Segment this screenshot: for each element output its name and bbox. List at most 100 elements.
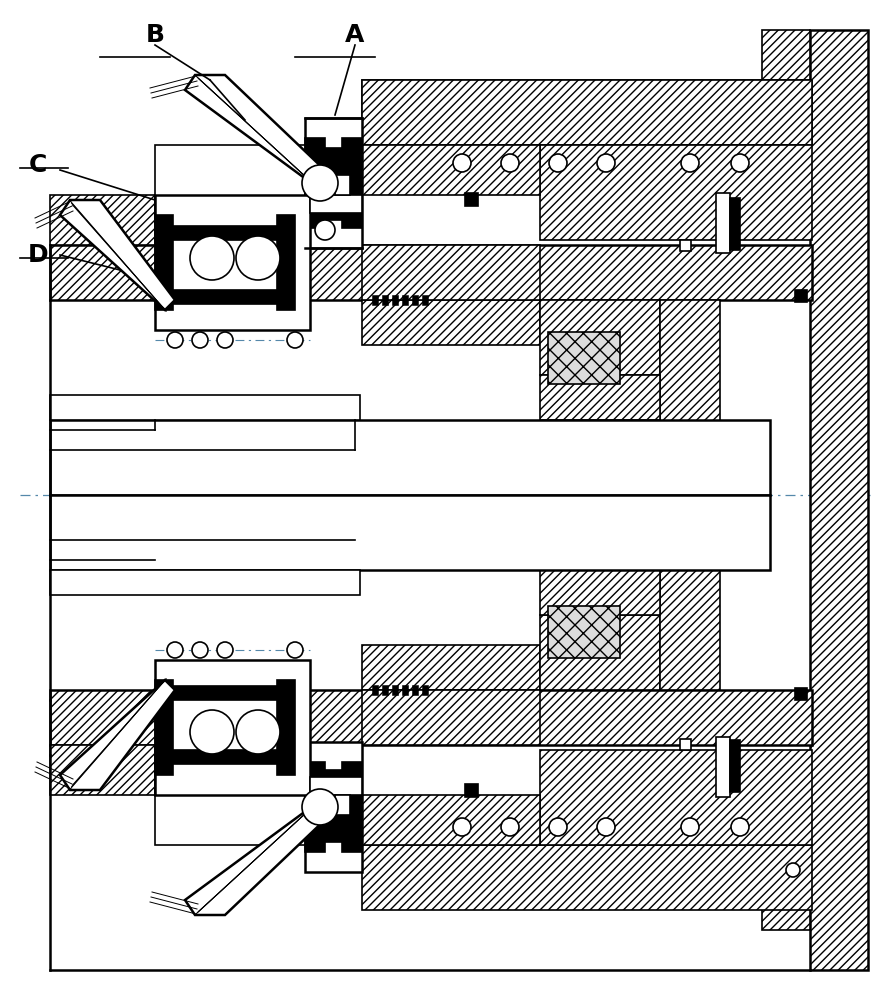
Bar xyxy=(173,750,277,764)
Circle shape xyxy=(549,154,567,172)
Bar xyxy=(465,193,478,206)
Bar xyxy=(155,145,362,245)
Bar xyxy=(50,745,155,795)
Bar xyxy=(795,290,807,302)
Circle shape xyxy=(217,332,233,348)
Bar xyxy=(660,300,720,430)
Bar xyxy=(310,195,362,213)
Bar xyxy=(680,739,691,750)
Polygon shape xyxy=(185,802,330,915)
Bar xyxy=(540,750,812,845)
Bar xyxy=(325,148,342,220)
Bar xyxy=(310,777,362,795)
Bar xyxy=(548,332,620,384)
Bar xyxy=(277,680,295,775)
Circle shape xyxy=(190,236,234,280)
Bar xyxy=(392,685,398,695)
Bar xyxy=(730,740,740,792)
Bar xyxy=(680,240,691,251)
Bar xyxy=(465,784,478,797)
Bar xyxy=(362,645,540,690)
Bar xyxy=(305,138,325,228)
Circle shape xyxy=(287,332,303,348)
Bar xyxy=(335,795,350,815)
Text: B: B xyxy=(146,23,164,47)
Bar xyxy=(362,690,540,745)
Circle shape xyxy=(192,642,208,658)
Bar xyxy=(392,295,398,305)
Circle shape xyxy=(190,710,234,754)
Circle shape xyxy=(786,863,800,877)
Text: C: C xyxy=(29,153,47,177)
Bar xyxy=(173,290,277,304)
Polygon shape xyxy=(60,200,175,310)
Circle shape xyxy=(501,818,519,836)
Polygon shape xyxy=(185,75,330,188)
Bar xyxy=(810,30,868,970)
Circle shape xyxy=(236,710,280,754)
Bar xyxy=(716,193,730,253)
Circle shape xyxy=(167,332,183,348)
Circle shape xyxy=(731,154,749,172)
Bar xyxy=(412,685,418,695)
Bar xyxy=(372,295,378,305)
Bar xyxy=(660,560,720,690)
Bar xyxy=(716,737,730,797)
Bar xyxy=(173,686,277,700)
Circle shape xyxy=(302,165,338,201)
Bar xyxy=(155,745,362,845)
Bar xyxy=(402,685,408,695)
Bar xyxy=(422,295,428,305)
Bar xyxy=(305,742,362,872)
Bar xyxy=(155,195,310,330)
Bar xyxy=(50,395,360,420)
Circle shape xyxy=(731,818,749,836)
Bar xyxy=(382,685,388,695)
Circle shape xyxy=(217,642,233,658)
Text: A: A xyxy=(345,23,365,47)
Circle shape xyxy=(302,789,338,825)
Bar xyxy=(362,80,812,145)
Bar xyxy=(540,375,660,420)
Bar xyxy=(305,762,325,852)
Bar xyxy=(762,30,810,130)
Circle shape xyxy=(597,818,615,836)
Bar xyxy=(50,195,155,245)
Circle shape xyxy=(236,236,280,280)
Circle shape xyxy=(681,818,699,836)
Bar xyxy=(362,245,540,300)
Bar xyxy=(155,680,173,775)
Bar xyxy=(362,80,812,145)
Bar xyxy=(335,175,350,195)
Bar xyxy=(362,300,540,345)
Bar xyxy=(342,762,362,852)
Bar xyxy=(730,198,740,250)
Bar xyxy=(342,138,362,228)
Circle shape xyxy=(597,154,615,172)
Bar xyxy=(548,606,620,658)
Text: D: D xyxy=(27,243,49,267)
Bar xyxy=(540,615,660,690)
Bar xyxy=(50,420,770,495)
Circle shape xyxy=(287,642,303,658)
Circle shape xyxy=(453,154,471,172)
Bar xyxy=(540,145,812,240)
Bar xyxy=(50,570,360,595)
Bar xyxy=(540,570,660,615)
Bar xyxy=(155,195,360,245)
Bar xyxy=(155,660,310,795)
Circle shape xyxy=(681,154,699,172)
Bar xyxy=(155,215,173,310)
Bar xyxy=(412,295,418,305)
Bar xyxy=(155,745,360,795)
Bar xyxy=(762,870,810,930)
Bar xyxy=(362,795,540,845)
Bar xyxy=(50,495,770,570)
Bar xyxy=(173,226,277,240)
Circle shape xyxy=(167,642,183,658)
Bar xyxy=(402,295,408,305)
Bar xyxy=(362,145,540,195)
Polygon shape xyxy=(60,680,175,790)
Bar xyxy=(372,685,378,695)
Bar xyxy=(305,118,362,248)
